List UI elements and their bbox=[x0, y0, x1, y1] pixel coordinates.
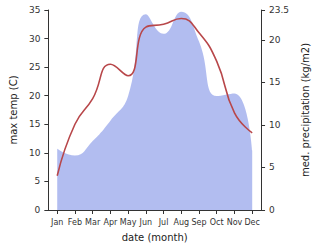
svg-text:Sep: Sep bbox=[191, 218, 206, 227]
svg-text:20: 20 bbox=[29, 91, 41, 101]
svg-text:May: May bbox=[120, 218, 137, 227]
svg-text:10: 10 bbox=[269, 120, 281, 130]
svg-text:Dec: Dec bbox=[244, 218, 259, 227]
svg-text:10: 10 bbox=[29, 148, 41, 158]
svg-text:30: 30 bbox=[29, 34, 41, 44]
svg-text:max temp (C): max temp (C) bbox=[8, 75, 19, 144]
svg-text:15: 15 bbox=[269, 77, 280, 87]
svg-text:Jan: Jan bbox=[50, 218, 63, 227]
svg-text:35: 35 bbox=[29, 5, 40, 15]
svg-text:Feb: Feb bbox=[68, 218, 82, 227]
svg-text:0: 0 bbox=[269, 205, 275, 215]
svg-text:23.5: 23.5 bbox=[269, 5, 289, 15]
svg-text:Mar: Mar bbox=[85, 218, 101, 227]
svg-text:Apr: Apr bbox=[103, 218, 118, 227]
svg-text:20: 20 bbox=[269, 35, 281, 45]
svg-text:med. precipitation (kg/m2): med. precipitation (kg/m2) bbox=[300, 43, 311, 177]
svg-text:5: 5 bbox=[35, 176, 41, 186]
svg-text:Jun: Jun bbox=[139, 218, 153, 227]
svg-text:date (month): date (month) bbox=[122, 232, 188, 243]
svg-text:Oct: Oct bbox=[210, 218, 224, 227]
svg-text:5: 5 bbox=[269, 162, 275, 172]
svg-text:0: 0 bbox=[35, 205, 41, 215]
svg-text:Aug: Aug bbox=[173, 218, 189, 227]
svg-text:15: 15 bbox=[29, 119, 40, 129]
svg-text:Jul: Jul bbox=[158, 218, 169, 227]
svg-text:25: 25 bbox=[29, 62, 40, 72]
svg-text:Nov: Nov bbox=[227, 218, 243, 227]
